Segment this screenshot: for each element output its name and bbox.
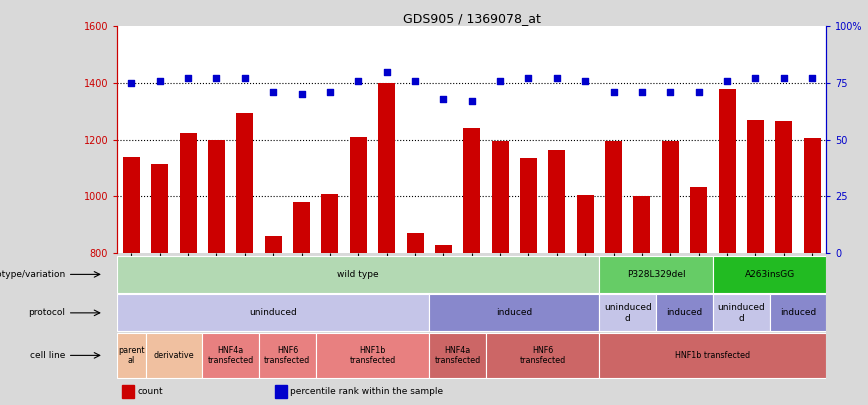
Point	[720, 77, 734, 84]
Bar	[634, 196, 650, 253]
Bar	[180, 133, 197, 253]
Bar	[316, 333, 429, 378]
Bar	[117, 294, 429, 331]
Point	[408, 77, 422, 84]
Text: HNF6
transfected: HNF6 transfected	[264, 346, 311, 365]
Bar	[576, 195, 594, 253]
Bar	[804, 139, 820, 253]
Point	[578, 77, 592, 84]
Text: HNF1b
transfected: HNF1b transfected	[349, 346, 396, 365]
Point	[266, 89, 280, 95]
Bar	[435, 245, 452, 253]
Bar	[321, 194, 339, 253]
Point	[464, 98, 478, 104]
Text: protocol: protocol	[29, 308, 65, 318]
Bar	[146, 333, 202, 378]
Bar	[690, 186, 707, 253]
Point	[352, 77, 365, 84]
Bar	[429, 294, 600, 331]
Point	[209, 75, 223, 82]
Text: HNF4a
transfected: HNF4a transfected	[435, 346, 481, 365]
Bar	[208, 140, 225, 253]
Text: HNF4a
transfected: HNF4a transfected	[207, 346, 253, 365]
Text: percentile rank within the sample: percentile rank within the sample	[290, 387, 444, 396]
Point	[748, 75, 762, 82]
Bar	[746, 120, 764, 253]
Point	[550, 75, 564, 82]
Bar	[464, 128, 480, 253]
Bar	[117, 256, 600, 293]
Text: parent
al: parent al	[118, 346, 145, 365]
Text: cell line: cell line	[30, 351, 65, 360]
Text: induced: induced	[667, 308, 702, 318]
Bar	[265, 236, 282, 253]
Text: count: count	[137, 387, 163, 396]
Bar	[378, 83, 395, 253]
Bar	[236, 113, 253, 253]
Text: HNF6
transfected: HNF6 transfected	[520, 346, 566, 365]
Bar	[605, 141, 622, 253]
Bar	[719, 89, 735, 253]
Text: uninduced
d: uninduced d	[717, 303, 765, 322]
Point	[607, 89, 621, 95]
Text: derivative: derivative	[154, 351, 194, 360]
Text: genotype/variation: genotype/variation	[0, 270, 65, 279]
Point	[294, 91, 308, 98]
Bar	[656, 294, 713, 331]
Bar	[275, 385, 286, 399]
Text: induced: induced	[779, 308, 816, 318]
Bar	[293, 202, 310, 253]
Bar	[202, 333, 259, 378]
Text: uninduced
d: uninduced d	[604, 303, 652, 322]
Point	[692, 89, 706, 95]
Point	[635, 89, 649, 95]
Point	[437, 96, 450, 102]
Point	[522, 75, 536, 82]
Text: HNF1b transfected: HNF1b transfected	[675, 351, 751, 360]
Point	[379, 68, 393, 75]
Text: wild type: wild type	[338, 270, 379, 279]
Bar	[549, 149, 565, 253]
Text: induced: induced	[496, 308, 532, 318]
Point	[124, 80, 138, 86]
Bar	[713, 294, 770, 331]
Bar	[259, 333, 316, 378]
Bar	[491, 141, 509, 253]
Bar	[117, 333, 146, 378]
Bar	[600, 256, 713, 293]
Title: GDS905 / 1369078_at: GDS905 / 1369078_at	[403, 12, 541, 25]
Text: A263insGG: A263insGG	[745, 270, 795, 279]
Bar	[600, 294, 656, 331]
Point	[777, 75, 791, 82]
Bar	[770, 294, 826, 331]
Bar	[486, 333, 600, 378]
Point	[663, 89, 677, 95]
Bar	[151, 164, 168, 253]
Bar	[600, 333, 826, 378]
Point	[806, 75, 819, 82]
Bar	[350, 137, 367, 253]
Bar	[520, 158, 537, 253]
Point	[153, 77, 167, 84]
Bar	[122, 385, 134, 399]
Point	[493, 77, 507, 84]
Bar	[406, 233, 424, 253]
Bar	[429, 333, 486, 378]
Text: P328L329del: P328L329del	[627, 270, 686, 279]
Point	[323, 89, 337, 95]
Bar	[713, 256, 826, 293]
Point	[238, 75, 252, 82]
Bar	[775, 122, 792, 253]
Bar	[123, 157, 140, 253]
Point	[181, 75, 195, 82]
Bar	[661, 141, 679, 253]
Text: uninduced: uninduced	[249, 308, 297, 318]
